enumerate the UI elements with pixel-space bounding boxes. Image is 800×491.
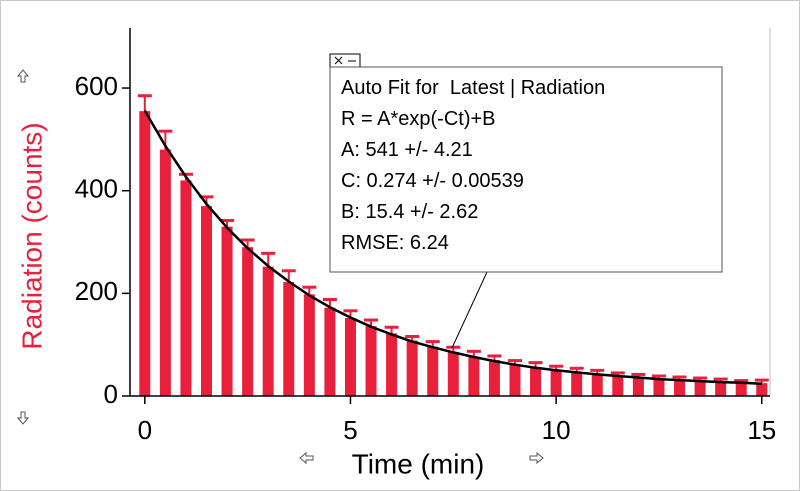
fit-curve [143, 109, 762, 385]
x-tick-label: 0 [138, 415, 152, 445]
bar [242, 247, 254, 396]
bar [571, 372, 583, 396]
bar [159, 149, 171, 396]
bar [447, 352, 459, 396]
fit-text: Auto Fit for Latest | Radiation R = A*exp… [341, 77, 605, 254]
y-tick-label: 400 [75, 174, 118, 204]
bar [201, 206, 213, 396]
bar [221, 226, 233, 396]
bar [735, 382, 747, 396]
right-arrow[interactable] [529, 451, 544, 465]
fit-line: Auto Fit for Latest | Radiation [341, 77, 605, 99]
up-arrow[interactable] [16, 69, 30, 83]
down-arrow[interactable] [16, 411, 30, 425]
bar [756, 383, 768, 396]
bar [139, 111, 151, 396]
fit-line: C: 0.274 +/- 0.00539 [341, 170, 524, 192]
bar [324, 307, 336, 396]
bar [591, 374, 603, 396]
bar [427, 346, 439, 396]
bar [283, 282, 295, 396]
bar [365, 326, 377, 396]
bar [262, 266, 274, 396]
plot-area [137, 94, 769, 396]
box-control-icons[interactable] [334, 56, 356, 65]
scroll-arrows[interactable] [16, 69, 544, 465]
fit-line: A: 541 +/- 4.21 [341, 139, 473, 161]
bar [509, 364, 521, 396]
bar [715, 382, 727, 396]
bar [406, 340, 418, 396]
y-tick-label: 600 [75, 71, 118, 101]
y-tick-label: 0 [104, 379, 118, 409]
bar [632, 377, 644, 396]
fit-line: R = A*exp(-Ct)+B [341, 108, 496, 130]
bar [653, 379, 665, 396]
x-axis-label: Time (min) [352, 448, 485, 479]
fit-line: RMSE: 6.24 [341, 232, 449, 254]
bar [303, 294, 315, 396]
fit-box-frame [329, 66, 723, 273]
fit-box[interactable]: Auto Fit for Latest | Radiation R = A*exp… [329, 53, 723, 273]
bar [612, 375, 624, 396]
bar [530, 367, 542, 396]
bar [180, 180, 192, 396]
x-tick-label: 5 [343, 415, 357, 445]
bar [386, 333, 398, 396]
bar [694, 381, 706, 396]
fit-line: B: 15.4 +/- 2.62 [341, 201, 478, 223]
x-tick-label: 10 [542, 415, 571, 445]
bar [488, 360, 500, 396]
left-arrow[interactable] [299, 451, 314, 465]
y-axis-label: Radiation (counts) [16, 122, 47, 349]
x-tick-label: 15 [747, 415, 776, 445]
bar [550, 370, 562, 396]
y-tick-label: 200 [75, 276, 118, 306]
bar [344, 317, 356, 396]
bar [468, 356, 480, 396]
bar [674, 380, 686, 396]
annotation-leader [451, 271, 488, 349]
